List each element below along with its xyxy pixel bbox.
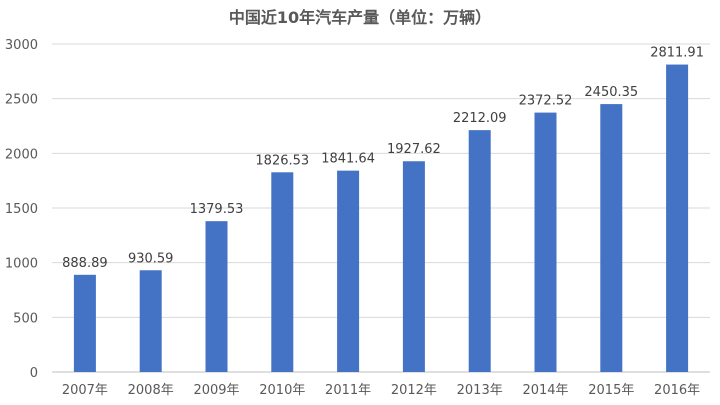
y-axis-ticks: 0 500 1000 1500 2000 2500 3000: [5, 38, 38, 381]
y-tick-label: 500: [13, 311, 38, 326]
bar: [534, 112, 557, 372]
y-tick-label: 2000: [5, 147, 38, 162]
x-tick-label: 2015年: [588, 383, 634, 398]
data-label: 888.89: [62, 256, 108, 271]
x-tick-label: 2011年: [325, 383, 371, 398]
bars: [73, 64, 689, 373]
data-label: 1379.53: [190, 202, 244, 217]
chart-title: 中国近10年汽车产量（单位：万辆）: [229, 8, 491, 27]
data-label: 930.59: [128, 251, 174, 266]
x-tick-label: 2010年: [259, 383, 305, 398]
x-tick-label: 2007年: [62, 383, 108, 398]
data-label: 2450.35: [584, 85, 638, 100]
y-tick-label: 1500: [5, 202, 38, 217]
y-tick-label: 1000: [5, 257, 38, 272]
data-label: 1927.62: [387, 142, 441, 157]
y-tick-label: 3000: [5, 38, 38, 53]
bar: [73, 274, 96, 372]
bar: [205, 221, 228, 372]
y-tick-label: 2500: [5, 93, 38, 108]
x-tick-label: 2008年: [128, 383, 174, 398]
bar: [468, 130, 491, 372]
x-axis-ticks: 2007年 2008年 2009年 2010年 2011年 2012年 2013年 2014年…: [62, 383, 700, 398]
bar: [402, 161, 425, 372]
data-label: 2811.91: [650, 46, 704, 61]
data-label: 2212.09: [453, 111, 507, 126]
x-tick-label: 2009年: [193, 383, 239, 398]
bar: [600, 104, 623, 373]
data-label: 1841.64: [321, 152, 375, 167]
bar: [337, 170, 360, 372]
x-tick-label: 2014年: [522, 383, 568, 398]
y-tick-label: 0: [30, 366, 38, 381]
bar: [666, 64, 689, 372]
bar: [271, 172, 294, 372]
x-tick-label: 2013年: [457, 383, 503, 398]
data-labels: 888.89 930.59 1379.53 1826.53 1841.64 1927.62…: [62, 46, 704, 271]
data-label: 1826.53: [255, 153, 309, 168]
x-tick-label: 2016年: [654, 383, 700, 398]
data-label: 2372.52: [519, 94, 573, 109]
bar: [139, 270, 162, 372]
x-tick-label: 2012年: [391, 383, 437, 398]
